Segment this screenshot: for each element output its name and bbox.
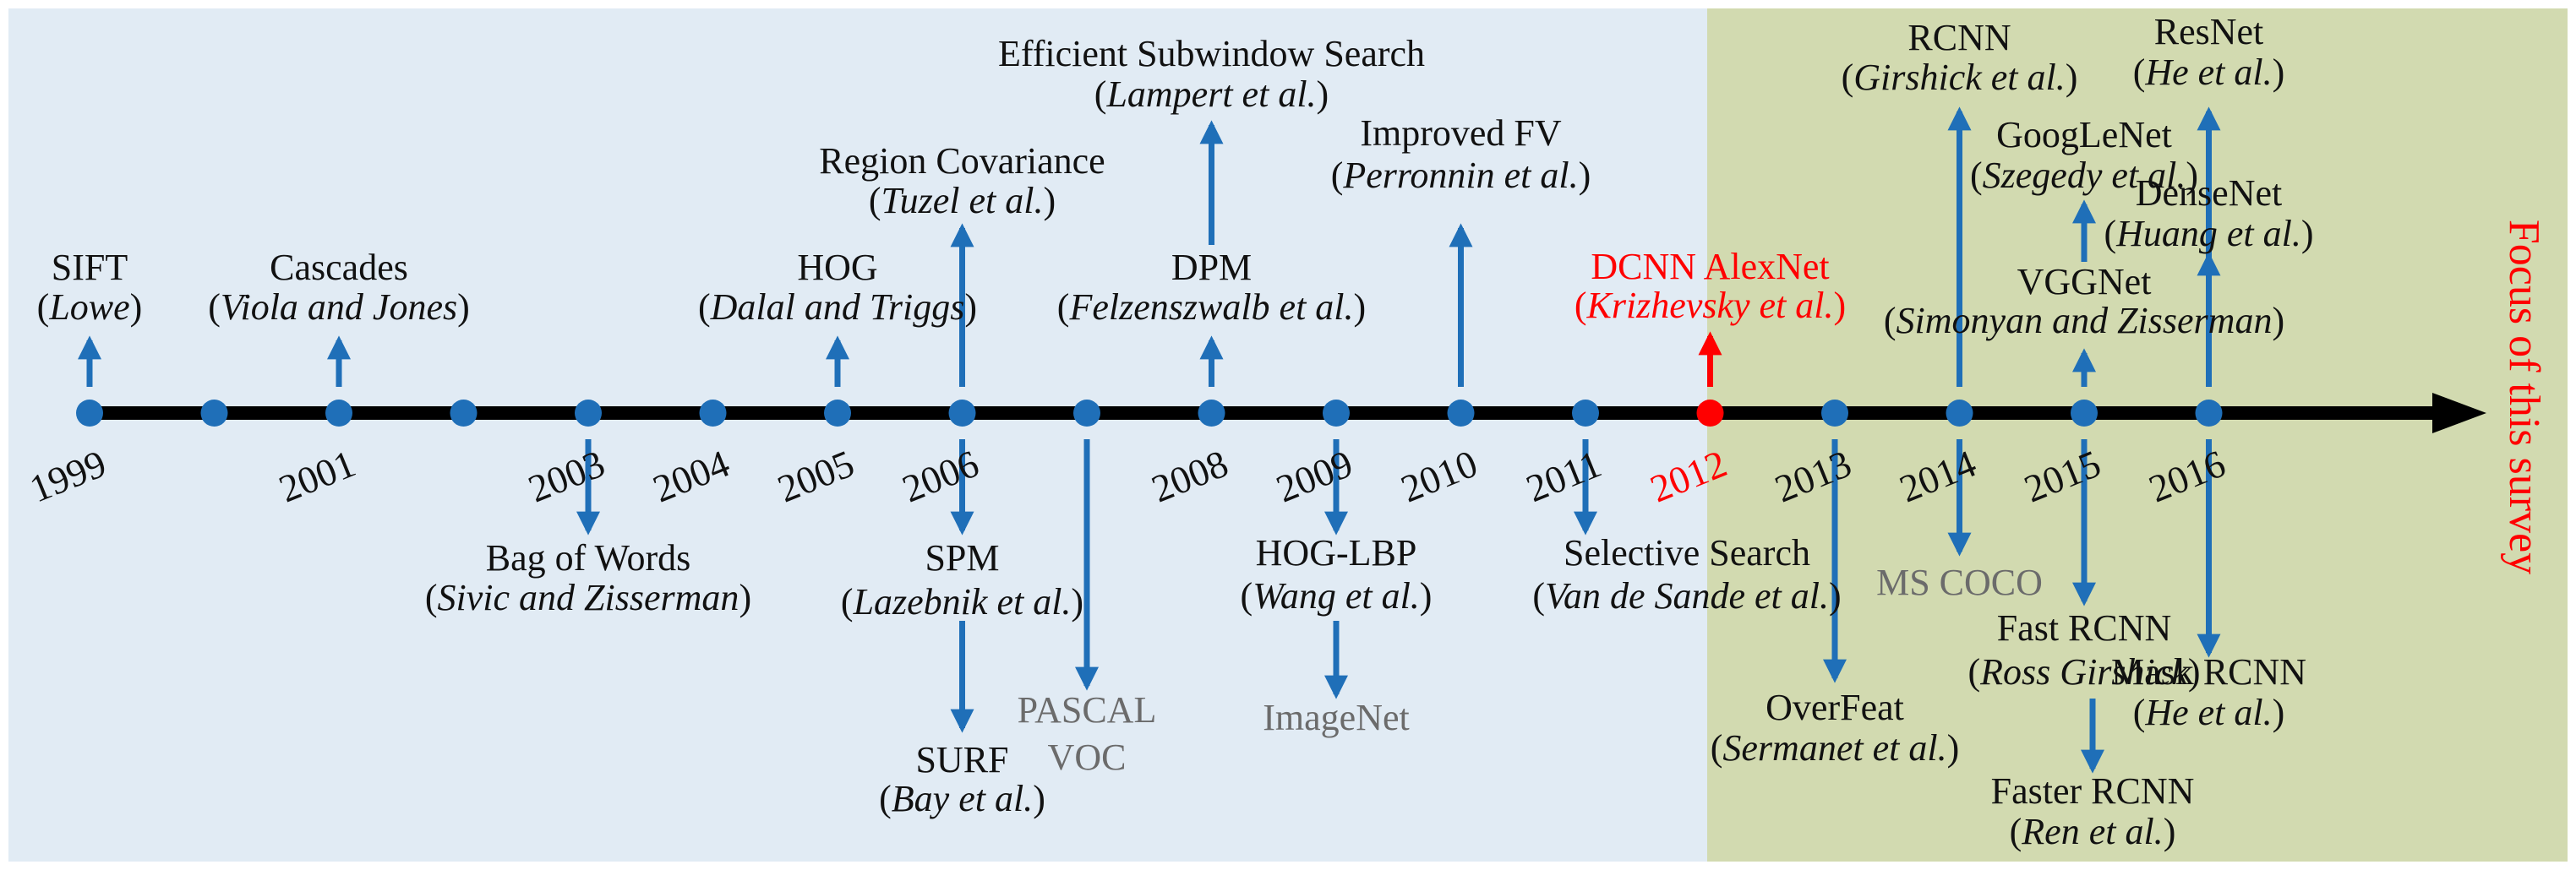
method-name-overfeat: OverFeat (1766, 687, 1904, 728)
method-name-spm: SPM (925, 537, 999, 579)
method-name-dpm: DPM (1171, 247, 1252, 288)
method-name-bag-of-words: Bag of Words (486, 537, 691, 579)
method-author-dpm: (Felzenszwalb et al.) (1057, 286, 1366, 328)
year-node-2011 (1572, 400, 1599, 427)
method-name-densenet: DenseNet (2136, 172, 2283, 214)
method-name-improved-fv: Improved FV (1360, 112, 1562, 154)
year-node-2001 (325, 400, 352, 427)
deep-learning-background (1707, 8, 2568, 862)
method-author-overfeat: (Sermanet et al.) (1711, 727, 1959, 769)
year-node-2006 (948, 400, 976, 427)
method-name-googlenet: GoogLeNet (1996, 114, 2172, 155)
year-node-2002 (450, 400, 478, 427)
year-node-2005 (824, 400, 851, 427)
year-node-2015 (2071, 400, 2098, 427)
year-node-2013 (1821, 400, 1848, 427)
method-name-rcnn: RCNN (1907, 17, 2011, 58)
year-node-1999 (76, 400, 103, 427)
method-name-resnet: ResNet (2154, 11, 2264, 52)
method-author-hog: (Dalal and Triggs) (698, 286, 977, 328)
pre-deep-learning-background (8, 8, 1707, 862)
method-name-mask-rcnn: Mask RCNN (2111, 651, 2306, 693)
year-node-2003 (575, 400, 602, 427)
year-node-2004 (699, 400, 727, 427)
method-author-bag-of-words: (Sivic and Zisserman) (425, 577, 751, 618)
method-name-faster-rcnn: Faster RCNN (1991, 770, 2195, 812)
method-name-hog-lbp: HOG-LBP (1256, 532, 1417, 574)
method-author-region-covariance: (Tuzel et al.) (869, 180, 1056, 221)
method-author-fast-rcnn: (Ross Girshick) (1968, 651, 2201, 693)
method-name-hog: HOG (797, 247, 877, 288)
year-node-2008 (1198, 400, 1225, 427)
method-author-cascades: (Viola and Jones) (208, 286, 470, 328)
year-node-2012 (1696, 400, 1724, 427)
year-node-2014 (1946, 400, 1973, 427)
method-author-sift: (Lowe) (37, 286, 143, 328)
method-author-hog-lbp: (Wang et al.) (1241, 575, 1433, 617)
method-author-vggnet: (Simonyan and Zisserman) (1884, 300, 2284, 341)
dataset-label-pascal-voc-1: PASCAL (1018, 689, 1157, 731)
year-node-2007 (1073, 400, 1100, 427)
method-name-cascades: Cascades (270, 247, 408, 288)
method-author-improved-fv: (Perronnin et al.) (1331, 155, 1591, 196)
method-author-dcnn-alexnet: (Krizhevsky et al.) (1575, 285, 1846, 326)
method-name-efficient-subwindow-search: Efficient Subwindow Search (998, 33, 1425, 74)
timeline-arrowhead (2432, 393, 2486, 433)
method-author-rcnn: (Girshick et al.) (1842, 57, 2078, 98)
method-name-selective-search: Selective Search (1564, 532, 1810, 574)
dataset-label-pascal-voc-2: VOC (1048, 737, 1127, 778)
method-name-region-covariance: Region Covariance (819, 140, 1105, 182)
method-author-efficient-subwindow-search: (Lampert et al.) (1094, 73, 1329, 115)
year-node-2009 (1323, 400, 1350, 427)
method-author-densenet: (Huang et al.) (2104, 213, 2313, 254)
method-name-dcnn-alexnet: DCNN AlexNet (1591, 246, 1829, 287)
method-author-selective-search: (Van de Sande et al.) (1532, 575, 1841, 617)
method-author-faster-rcnn: (Ren et al.) (2010, 811, 2176, 852)
year-node-2010 (1447, 400, 1475, 427)
dataset-label-imagenet: ImageNet (1263, 697, 1409, 738)
focus-label: Focus of this survey (2500, 220, 2548, 574)
method-author-spm: (Lazebnik et al.) (841, 581, 1083, 623)
method-author-surf: (Bay et al.) (879, 778, 1045, 819)
method-name-fast-rcnn: Fast RCNN (1997, 607, 2172, 649)
method-name-vggnet: VGGNet (2017, 261, 2152, 302)
year-node-2000 (200, 400, 228, 427)
method-author-googlenet: (Szegedy et al.) (1970, 155, 2198, 196)
year-node-2016 (2195, 400, 2223, 427)
method-author-resnet: (He et al.) (2133, 52, 2285, 93)
method-author-mask-rcnn: (He et al.) (2133, 692, 2285, 733)
method-name-surf: SURF (915, 739, 1008, 780)
method-name-sift: SIFT (52, 247, 128, 288)
dataset-label-ms-coco: MS COCO (1876, 562, 2043, 603)
